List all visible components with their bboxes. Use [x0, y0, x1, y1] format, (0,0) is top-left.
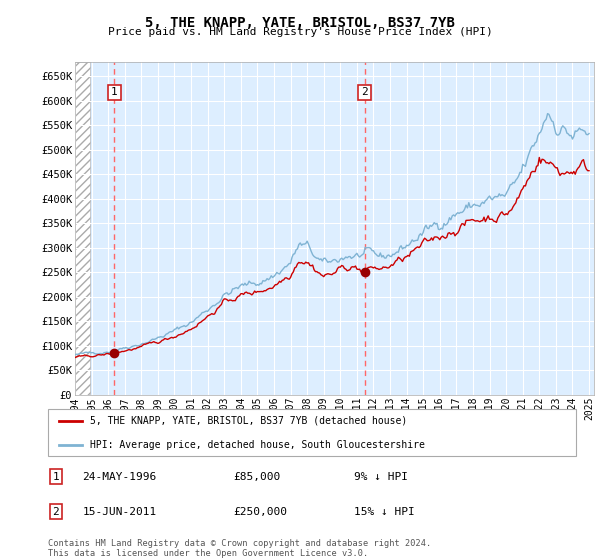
Text: 15% ↓ HPI: 15% ↓ HPI [354, 507, 415, 517]
Text: 5, THE KNAPP, YATE, BRISTOL, BS37 7YB (detached house): 5, THE KNAPP, YATE, BRISTOL, BS37 7YB (d… [90, 416, 407, 426]
Text: 24-MAY-1996: 24-MAY-1996 [82, 472, 157, 482]
Text: 2: 2 [53, 507, 59, 517]
Bar [75, 62, 90, 395]
Text: 1: 1 [111, 87, 118, 97]
Text: 1: 1 [53, 472, 59, 482]
Text: 5, THE KNAPP, YATE, BRISTOL, BS37 7YB: 5, THE KNAPP, YATE, BRISTOL, BS37 7YB [145, 16, 455, 30]
Text: Price paid vs. HM Land Registry's House Price Index (HPI): Price paid vs. HM Land Registry's House … [107, 27, 493, 38]
Text: HPI: Average price, detached house, South Gloucestershire: HPI: Average price, detached house, Sout… [90, 440, 425, 450]
Text: Contains HM Land Registry data © Crown copyright and database right 2024.
This d: Contains HM Land Registry data © Crown c… [48, 539, 431, 558]
Text: 9% ↓ HPI: 9% ↓ HPI [354, 472, 408, 482]
Text: £85,000: £85,000 [233, 472, 280, 482]
Text: 2: 2 [361, 87, 368, 97]
Text: £250,000: £250,000 [233, 507, 287, 517]
Text: 15-JUN-2011: 15-JUN-2011 [82, 507, 157, 517]
